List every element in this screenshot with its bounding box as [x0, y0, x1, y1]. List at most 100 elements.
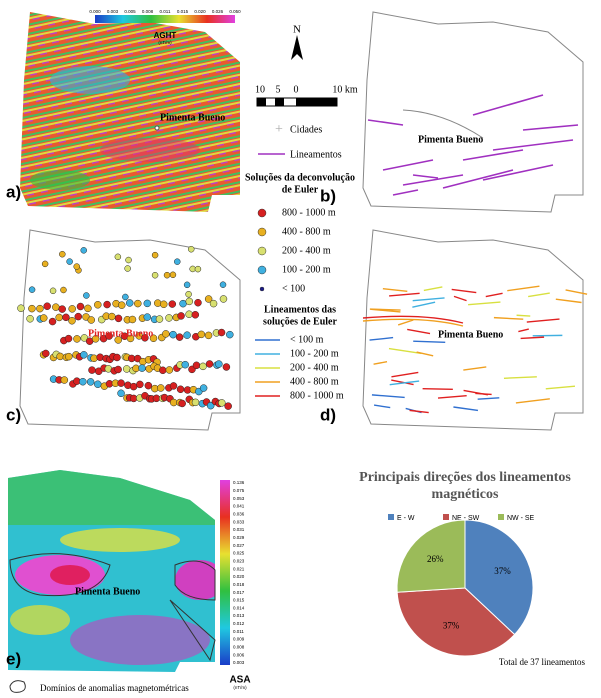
- data-label: 26%: [427, 554, 444, 564]
- legend-label: Cidades: [290, 124, 322, 135]
- legend-title: de Euler: [282, 184, 319, 195]
- colorbar-title: AGHT: [154, 31, 177, 40]
- euler-solution: [42, 350, 49, 357]
- legend-marker: [258, 209, 266, 217]
- colorbar-tick: 0.008: [142, 9, 154, 14]
- panel-b: Pimenta Bueno b): [320, 12, 583, 212]
- euler-solution: [166, 366, 173, 373]
- euler-solution: [139, 365, 146, 372]
- chart-title: Principais direções dos lineamentos: [359, 470, 571, 485]
- euler-solution: [178, 312, 185, 319]
- colorbar-tick: 0.031: [233, 527, 245, 532]
- euler-solution: [164, 272, 170, 278]
- euler-solution: [218, 399, 225, 406]
- euler-solution: [215, 361, 222, 368]
- euler-solution: [17, 305, 24, 312]
- legend: N 10 5 0 10 km + Cidades Lineamentos Sol…: [245, 24, 358, 402]
- colorbar-tick: 0.026: [212, 9, 224, 14]
- legend-title: Lineamentos das: [264, 304, 336, 315]
- euler-solution: [115, 366, 122, 373]
- euler-solution: [88, 316, 95, 323]
- euler-solution: [56, 314, 63, 321]
- legend-marker: [258, 266, 266, 274]
- euler-solution: [193, 362, 200, 369]
- colorbar-tick: 0.053: [233, 496, 245, 501]
- svg-text:+: +: [275, 122, 283, 137]
- euler-solution: [200, 363, 207, 370]
- colorbar-tick: 0.050: [229, 9, 241, 14]
- euler-solution: [200, 385, 207, 392]
- legend-label: 100 - 200 m: [282, 264, 331, 275]
- euler-solution: [156, 316, 163, 323]
- euler-solution: [29, 287, 35, 293]
- legend-label: 400 - 800 m: [290, 376, 339, 387]
- city-label: Pimenta Bueno: [75, 586, 140, 597]
- euler-solution: [91, 355, 98, 362]
- colorbar-tick: 0.000: [89, 9, 101, 14]
- euler-solution: [40, 315, 47, 322]
- euler-solution: [218, 329, 225, 336]
- euler-solution: [184, 332, 191, 339]
- panel-d: Pimenta Bueno d): [320, 230, 587, 430]
- north: N: [293, 24, 301, 36]
- euler-solution: [65, 353, 72, 360]
- panel-label: a): [6, 182, 21, 201]
- euler-solution: [205, 332, 212, 339]
- euler-solution: [226, 331, 233, 338]
- panel-f: Principais direções dos lineamentos magn…: [359, 470, 585, 667]
- colorbar-tick: 0.012: [233, 621, 245, 626]
- euler-solution: [198, 331, 205, 338]
- panel-c: Pimenta Bueno c): [6, 230, 240, 430]
- euler-solution: [36, 305, 43, 312]
- euler-lineament: [370, 309, 401, 310]
- euler-solution: [59, 251, 65, 257]
- euler-solution: [94, 301, 101, 308]
- data-label: 37%: [494, 566, 511, 576]
- euler-solution: [186, 311, 193, 318]
- euler-solution: [223, 363, 230, 370]
- panel-a: Pimenta Bueno 0.0000.0030.0050.0080.0110…: [6, 9, 245, 215]
- euler-solution: [81, 247, 87, 253]
- legend-title: Soluções da deconvolução: [245, 172, 355, 183]
- euler-solution: [49, 318, 56, 325]
- euler-solution: [75, 313, 82, 320]
- data-label: 37%: [443, 620, 460, 630]
- colorbar-tick: 0.136: [233, 480, 245, 485]
- colorbar-tick: 0.029: [233, 535, 245, 540]
- colorbar-tick: 0.017: [233, 590, 245, 595]
- euler-solution: [170, 331, 177, 338]
- colorbar-tick: 0.033: [233, 519, 245, 524]
- euler-solution: [79, 378, 86, 385]
- euler-solution: [130, 383, 137, 390]
- colorbar-tick: 0.009: [233, 637, 245, 642]
- colorbar-unit: (nT/m): [233, 685, 247, 690]
- euler-solution: [206, 360, 213, 367]
- annotation: Total de 37 lineamentos: [499, 657, 586, 667]
- colorbar: [95, 15, 235, 23]
- euler-solution: [220, 295, 227, 302]
- euler-solution: [83, 293, 89, 299]
- euler-solution: [114, 354, 121, 361]
- legend-label: < 100 m: [290, 334, 324, 345]
- euler-solution: [74, 264, 80, 270]
- panel-label: c): [6, 405, 21, 424]
- euler-solution: [44, 303, 51, 310]
- euler-solution: [28, 305, 35, 312]
- colorbar-tick: 0.027: [233, 543, 245, 548]
- colorbar-tick: 0.020: [233, 574, 245, 579]
- euler-solution: [176, 334, 183, 341]
- legend-marker: [258, 228, 266, 236]
- legend-marker: [498, 514, 504, 520]
- euler-solution: [65, 335, 72, 342]
- colorbar-tick: 0.003: [107, 9, 119, 14]
- euler-solution: [177, 386, 184, 393]
- euler-solution: [108, 313, 115, 320]
- legend-label: NW - SE: [507, 515, 535, 522]
- euler-solution: [192, 399, 199, 406]
- legend-marker: [388, 514, 394, 520]
- euler-solution: [118, 380, 125, 387]
- euler-solution: [170, 272, 176, 278]
- legend-title: soluções de Euler: [263, 316, 337, 327]
- city-label: Pimenta Bueno: [438, 329, 503, 340]
- euler-solution: [59, 306, 66, 313]
